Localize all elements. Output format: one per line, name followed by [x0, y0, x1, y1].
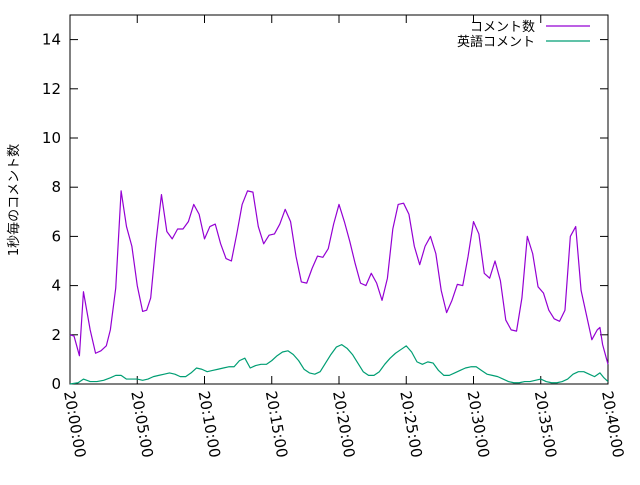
plot-frame	[69, 14, 609, 385]
x-tick-label: 20:40:00	[598, 390, 627, 459]
x-tick-label: 20:25:00	[396, 390, 425, 459]
x-tick-label: 20:15:00	[262, 390, 291, 459]
y-tick-label: 8	[51, 178, 61, 196]
x-tick-label: 20:20:00	[329, 390, 358, 459]
y-axis-title: 1秒毎のコメント数	[6, 144, 22, 256]
y-tick-label: 12	[42, 80, 61, 98]
y-tick-label: 14	[42, 31, 61, 49]
legend-label-1: コメント数	[470, 20, 535, 35]
x-tick-label: 20:30:00	[464, 390, 493, 459]
series-layer	[69, 190, 609, 385]
series-line-1	[69, 190, 609, 365]
x-tick-label: 20:05:00	[127, 390, 156, 459]
y-tick-label: 2	[51, 326, 61, 344]
x-tick-label: 20:00:00	[60, 390, 89, 459]
legend-label-2: 英語コメント	[457, 34, 535, 50]
y-tick-label: 6	[51, 227, 61, 245]
y-tick-label: 10	[42, 129, 61, 147]
x-tick-label: 20:10:00	[195, 390, 224, 459]
y-tick-label: 0	[51, 375, 61, 393]
y-tick-label: 4	[51, 277, 61, 295]
series-line-2	[69, 344, 609, 385]
x-tick-label: 20:35:00	[531, 390, 560, 459]
